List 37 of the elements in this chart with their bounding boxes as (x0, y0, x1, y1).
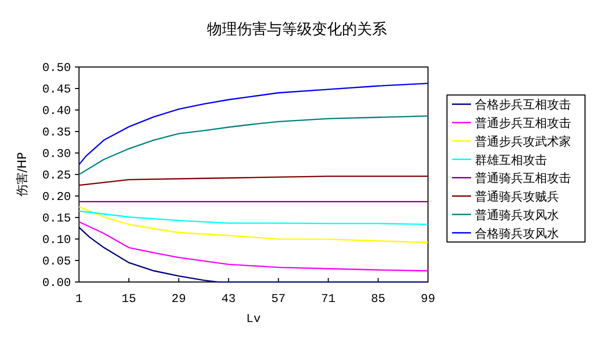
y-tick-label: 0.45 (42, 82, 71, 96)
line-series (78, 226, 429, 283)
y-tick-label: 0.15 (42, 212, 71, 226)
legend-label: 群雄互相攻击 (475, 152, 547, 167)
x-tick-label: 99 (420, 292, 436, 306)
line-series (78, 206, 429, 244)
chart-title: 物理伤害与等级变化的关系 (207, 20, 387, 38)
legend-label: 合格步兵互相攻击 (475, 98, 571, 112)
legend-label: 普通骑兵攻风水 (475, 208, 559, 222)
line-series (78, 115, 429, 176)
y-tick-label: 0.20 (42, 190, 71, 204)
y-tick-label: 0.25 (42, 168, 71, 182)
x-tick-label: 29 (172, 292, 186, 306)
legend-label: 普通骑兵互相攻击 (475, 171, 571, 186)
x-tick-label: 85 (370, 292, 386, 306)
x-tick-label: 43 (221, 292, 236, 306)
legend-label: 合格骑兵攻风水 (475, 226, 559, 240)
line-series (78, 176, 429, 186)
y-tick-label: 0.50 (42, 61, 71, 75)
y-tick-label: 0.00 (42, 276, 71, 290)
y-tick-label: 0.35 (42, 126, 71, 140)
line-series (78, 210, 429, 226)
y-axis-title: 伤害/HP (15, 152, 29, 197)
x-tick-label: 15 (122, 292, 136, 306)
x-tick-label: 71 (321, 292, 336, 306)
y-tick-label: 0.30 (42, 147, 71, 161)
line-series (78, 82, 429, 166)
x-tick-label: 1 (75, 292, 83, 306)
y-tick-label: 0.40 (42, 104, 71, 118)
y-tick-label: 0.05 (42, 254, 71, 268)
line-series (78, 221, 429, 272)
legend-label: 普通步兵攻武术家 (475, 134, 571, 148)
legend-label: 普通步兵互相攻击 (475, 116, 571, 130)
x-axis-title: Lv (246, 312, 261, 326)
x-tick-label: 57 (271, 292, 286, 306)
legend-label: 普通骑兵攻贼兵 (475, 190, 559, 204)
y-tick-label: 0.10 (42, 233, 71, 247)
